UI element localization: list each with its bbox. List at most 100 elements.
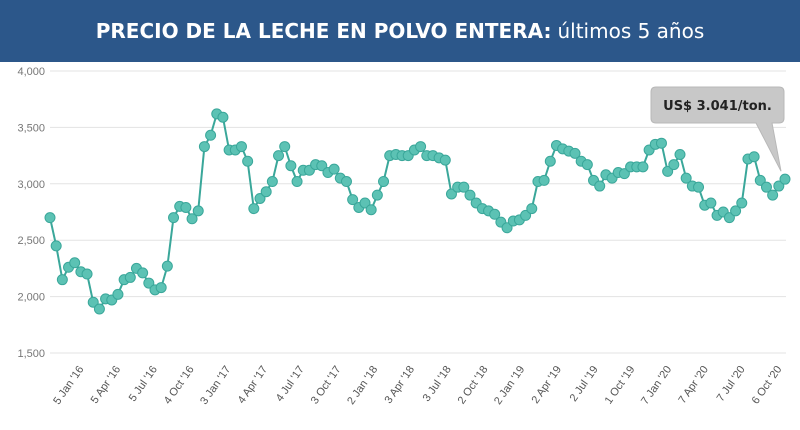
data-point [155, 282, 167, 294]
data-point [217, 111, 229, 123]
x-tick-label: 3 Jan '17 [198, 364, 233, 407]
data-point [50, 240, 62, 252]
data-point [767, 189, 779, 201]
y-tick-label: 3,500 [17, 122, 45, 134]
x-tick-label: 5 Apr '16 [89, 364, 124, 406]
x-tick-label: 7 Apr '20 [676, 364, 711, 406]
data-point [760, 181, 772, 193]
x-tick-label: 3 Apr '18 [383, 364, 418, 406]
data-point [93, 303, 105, 315]
data-point [680, 172, 692, 184]
data-point [415, 141, 427, 153]
data-points [44, 108, 791, 315]
x-tick-label: 2 Apr '19 [529, 364, 564, 406]
data-point [56, 274, 68, 286]
data-point [248, 203, 260, 215]
data-point [378, 176, 390, 188]
data-point [655, 137, 667, 149]
data-point [260, 186, 272, 198]
data-point [581, 159, 593, 171]
data-point [143, 277, 155, 289]
data-point [538, 174, 550, 186]
data-point [285, 160, 297, 172]
data-point [161, 260, 173, 272]
x-tick-label: 1 Oct '19 [603, 364, 638, 407]
data-point [291, 176, 303, 188]
data-point [773, 180, 785, 192]
data-point [279, 141, 291, 153]
x-tick-label: 6 Oct '20 [750, 364, 785, 407]
data-point [489, 208, 501, 220]
chart-title-bold: PRECIO DE LA LECHE EN POLVO ENTERA: [95, 19, 552, 43]
data-point [124, 271, 136, 283]
y-tick-label: 2,000 [17, 292, 45, 304]
data-point [347, 194, 359, 206]
data-point [44, 212, 56, 224]
price-callout: US$ 3.041/ton. [650, 86, 785, 172]
data-point [754, 174, 766, 186]
y-tick-label: 3,000 [17, 179, 45, 191]
chart-title-rest: últimos 5 años [557, 19, 705, 43]
data-point [544, 155, 556, 167]
data-point [618, 168, 630, 180]
x-tick-label: 2 Jul '19 [568, 364, 601, 404]
data-point [736, 197, 748, 209]
data-point [205, 129, 217, 141]
data-point [439, 154, 451, 166]
x-tick-label: 3 Oct '17 [309, 364, 344, 407]
data-point [242, 155, 254, 167]
data-point [69, 257, 81, 269]
data-point [637, 161, 649, 173]
x-axis-ticks: 5 Jan '16 5 Apr '16 5 Jul '16 4 Oct '16 3 Ja… [51, 364, 784, 407]
data-point [186, 213, 198, 225]
data-point [266, 176, 278, 188]
data-point [180, 201, 192, 213]
data-point [705, 197, 717, 209]
data-point [464, 189, 476, 201]
data-point [168, 212, 180, 224]
data-point [254, 192, 266, 204]
data-point [594, 180, 606, 192]
x-tick-label: 4 Jul '17 [274, 364, 307, 404]
x-tick-label: 5 Jul '16 [127, 364, 160, 404]
data-point [316, 160, 328, 172]
data-point [359, 197, 371, 209]
data-point [235, 141, 247, 153]
data-point [328, 163, 340, 175]
data-point [662, 165, 674, 177]
data-point [674, 148, 686, 160]
data-point [365, 204, 377, 216]
data-point [730, 205, 742, 217]
data-point [112, 288, 124, 300]
data-point [779, 173, 791, 185]
grid-layer [50, 70, 786, 354]
data-point [340, 176, 352, 188]
data-point [458, 181, 470, 193]
data-point [192, 205, 204, 217]
data-point [569, 147, 581, 159]
callout-label: US$ 3.041/ton. [663, 99, 772, 114]
data-point [87, 296, 99, 308]
x-tick-label: 7 Jul '20 [715, 364, 748, 404]
data-point [81, 268, 93, 280]
data-point [668, 159, 680, 171]
chart-title-banner: PRECIO DE LA LECHE EN POLVO ENTERA: últi… [0, 0, 800, 62]
x-tick-label: 2 Jan '18 [345, 364, 380, 407]
data-point [693, 181, 705, 193]
data-point [526, 203, 538, 215]
x-tick-label: 4 Oct '16 [162, 364, 197, 407]
x-tick-label: 2 Oct '18 [456, 364, 491, 407]
callout-bubble [650, 86, 785, 172]
data-point [198, 141, 210, 153]
y-tick-label: 4,000 [17, 66, 45, 78]
x-tick-label: 2 Jan '19 [492, 364, 527, 407]
x-tick-label: 3 Jul '18 [421, 364, 454, 404]
data-point [748, 151, 760, 163]
y-tick-label: 2,500 [17, 235, 45, 247]
x-tick-label: 5 Jan '16 [51, 364, 86, 407]
data-point [445, 188, 457, 200]
data-point [520, 209, 532, 221]
data-point [723, 212, 735, 224]
data-point [137, 267, 149, 279]
